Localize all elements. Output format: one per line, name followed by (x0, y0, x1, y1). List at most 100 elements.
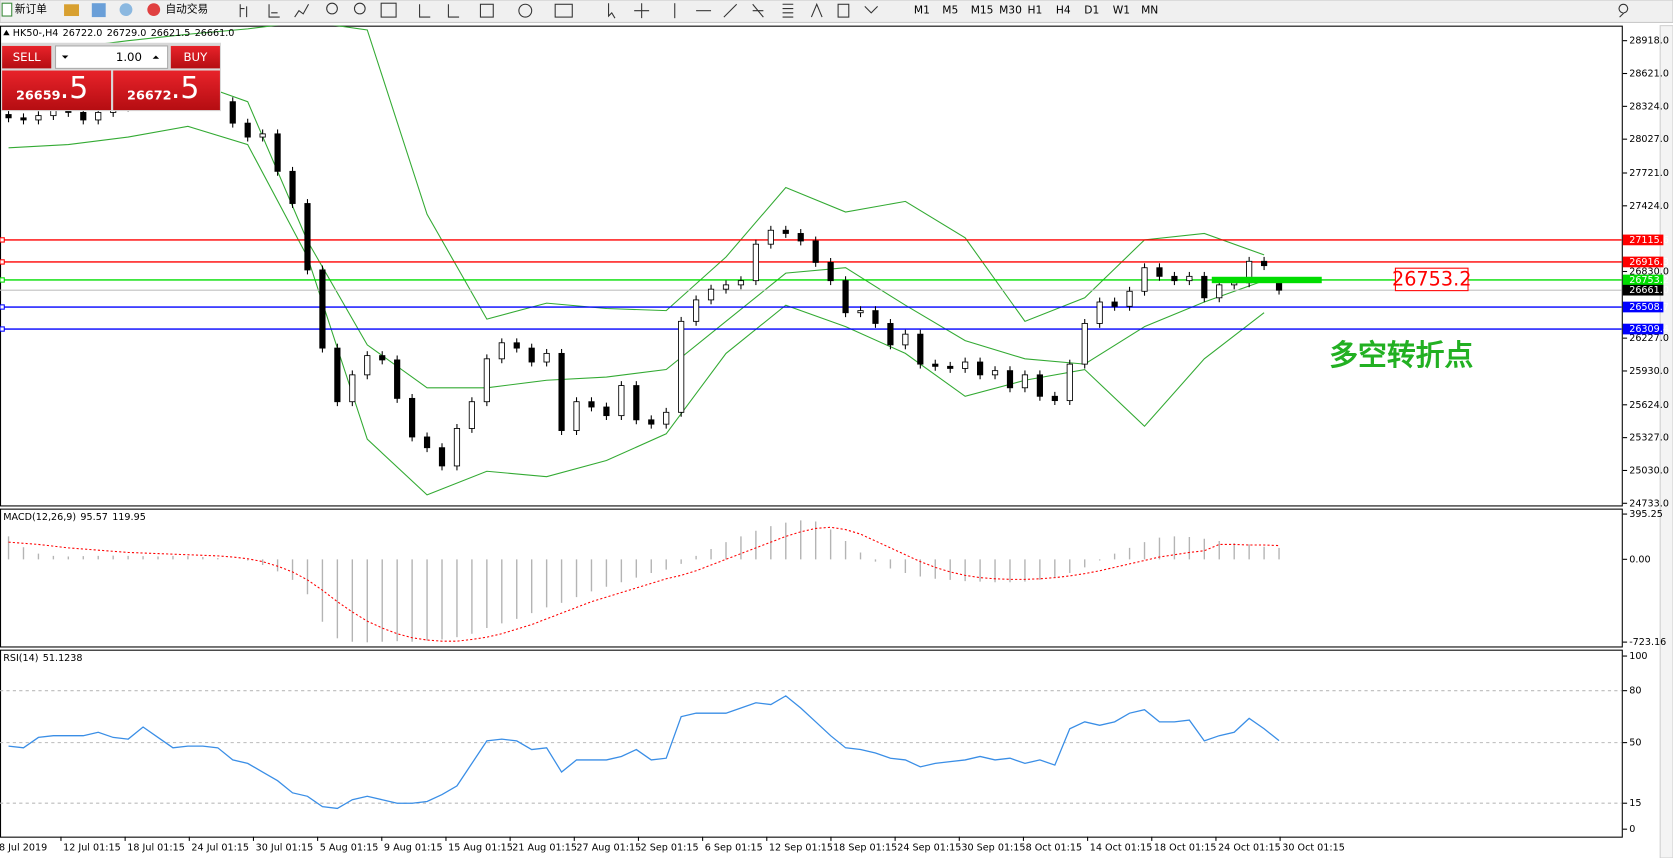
rsi-header: RSI(14) 51.1238 (3, 653, 82, 664)
candle-body (991, 370, 999, 376)
timeframe-button[interactable]: MN (1141, 4, 1158, 17)
scrollbar[interactable] (1659, 25, 1673, 858)
candle-body (244, 122, 251, 138)
sell-button[interactable]: SELL (2, 45, 52, 69)
auto-trading-button[interactable]: 自动交易 (147, 3, 208, 17)
y-tick-label: 0 (1629, 824, 1635, 835)
buy-price-box[interactable]: 26672 .5 (113, 70, 220, 111)
lot-value: 1.00 (116, 50, 142, 64)
candle-body (812, 240, 819, 263)
icon[interactable] (782, 3, 794, 18)
icon[interactable] (91, 3, 106, 18)
lot-input[interactable] (54, 45, 169, 69)
rsi-line (8, 695, 1280, 810)
x-tick-label: 8 Oct 01:15 (1026, 842, 1083, 853)
candle-body (5, 114, 12, 119)
candle-body (453, 428, 461, 467)
button-label: 自动交易 (165, 3, 208, 16)
button-label: 新订单 (15, 3, 47, 16)
icon[interactable] (479, 3, 494, 18)
x-tick-label: 2 Sep 01:15 (641, 842, 699, 853)
icon[interactable] (723, 3, 738, 18)
price: 26672 (127, 89, 172, 104)
x-tick-label: 14 Oct 01:15 (1090, 842, 1153, 853)
x-tick-label: 30 Jul 01:15 (256, 842, 314, 853)
icon[interactable] (554, 3, 573, 18)
candle-body (1201, 275, 1208, 299)
icon[interactable] (119, 3, 133, 17)
level-label: 27115.6 (1629, 235, 1669, 246)
candle-body (618, 385, 625, 417)
y-tick-label: 28918.0 (1629, 36, 1669, 47)
candle-body (543, 352, 550, 363)
candle-body (229, 101, 236, 124)
x-tick-label: 9 Aug 01:15 (384, 842, 443, 853)
timeframe-button[interactable]: H1 (1028, 4, 1043, 17)
candle-body (947, 365, 954, 369)
timeframe-button[interactable]: M5 (942, 4, 958, 17)
icon[interactable] (1618, 3, 1629, 18)
candle-body (693, 299, 700, 322)
x-tick-label: 12 Sep 01:15 (769, 842, 833, 853)
timeframe-button[interactable]: M15 (971, 4, 994, 17)
buy-button[interactable]: BUY (170, 45, 220, 69)
level-label-bg (1622, 256, 1664, 268)
price-chart (0, 25, 1622, 496)
candle-body (364, 355, 371, 376)
candle-body (588, 401, 595, 408)
icon[interactable] (837, 3, 850, 18)
candle-body (1171, 275, 1178, 282)
title: MACD(12,26,9) (3, 512, 76, 523)
candle-body (1006, 370, 1014, 389)
timeframe-button[interactable]: W1 (1113, 4, 1130, 17)
icon[interactable] (64, 4, 80, 17)
spin-down[interactable] (61, 55, 69, 59)
icon[interactable] (268, 4, 280, 18)
x-tick-label: 5 Aug 01:15 (320, 842, 379, 853)
x-tick-label: 21 Aug 01:15 (512, 842, 577, 853)
x-tick-label: 24 Oct 01:15 (1218, 842, 1281, 853)
title: RSI(14) (3, 653, 38, 664)
candle-body (35, 115, 42, 121)
candle-body (722, 284, 730, 290)
icon[interactable] (634, 3, 650, 19)
button-bg (170, 45, 220, 69)
icon[interactable] (447, 4, 460, 18)
icon[interactable] (419, 4, 431, 18)
icon[interactable] (518, 3, 533, 18)
icon[interactable] (353, 2, 366, 15)
y-tick-label: 15 (1629, 798, 1641, 809)
timeframe-button[interactable]: D1 (1084, 4, 1099, 17)
icon[interactable] (810, 2, 823, 18)
icon[interactable] (380, 2, 397, 18)
sell-price-box[interactable]: 26659 .5 (2, 70, 112, 111)
timeframe-button[interactable]: M30 (999, 4, 1022, 17)
price-bg (113, 70, 220, 111)
new-order-button[interactable]: 新订单 (1, 3, 47, 17)
candle-body (304, 203, 311, 271)
timeframe-button[interactable]: H4 (1056, 4, 1071, 17)
icon[interactable] (608, 3, 616, 19)
candle-body (962, 361, 969, 369)
open: 26722.0 (63, 28, 103, 39)
candle-body (289, 170, 296, 204)
icon[interactable] (326, 2, 338, 15)
low: 26621.5 (151, 28, 191, 39)
candle-body (349, 374, 356, 403)
icon[interactable] (864, 6, 878, 14)
timeframes: M1 M5 M15 M30 H1 H4 D1 W1 MN (914, 4, 1158, 17)
candle-body (767, 229, 774, 245)
candle-body (558, 352, 565, 431)
button-bg (2, 45, 52, 69)
level-anchor (0, 304, 5, 310)
candle-body (95, 111, 102, 121)
price-bg (2, 70, 112, 111)
icon[interactable] (294, 4, 310, 18)
collapse-icon[interactable] (3, 29, 10, 36)
icon[interactable] (239, 4, 248, 18)
icon[interactable] (752, 3, 764, 18)
timeframe-button[interactable]: M1 (914, 4, 930, 17)
x-tick-label: 18 Sep 01:15 (833, 842, 897, 853)
spin-up[interactable] (152, 55, 160, 59)
y-tick-label: -723.16 (1629, 637, 1666, 648)
